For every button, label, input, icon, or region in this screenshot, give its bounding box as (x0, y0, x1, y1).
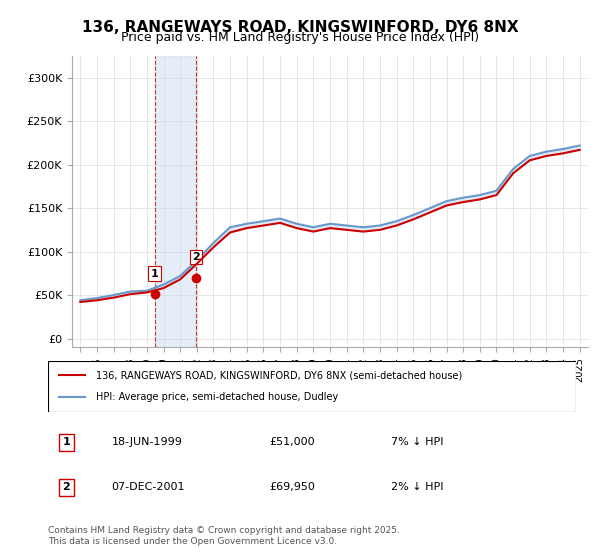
Text: 1: 1 (151, 269, 158, 278)
Text: 18-JUN-1999: 18-JUN-1999 (112, 437, 182, 447)
Text: 2: 2 (192, 252, 200, 262)
Bar (155, 56, 196, 347)
Text: Contains HM Land Registry data © Crown copyright and database right 2025.
This d: Contains HM Land Registry data © Crown c… (48, 526, 400, 546)
Text: Price paid vs. HM Land Registry's House Price Index (HPI): Price paid vs. HM Land Registry's House … (121, 31, 479, 44)
Text: HPI: Average price, semi-detached house, Dudley: HPI: Average price, semi-detached house,… (95, 393, 338, 403)
Text: 136, RANGEWAYS ROAD, KINGSWINFORD, DY6 8NX: 136, RANGEWAYS ROAD, KINGSWINFORD, DY6 8… (82, 20, 518, 35)
Text: 2: 2 (62, 482, 70, 492)
Text: £51,000: £51,000 (270, 437, 316, 447)
Text: 7% ↓ HPI: 7% ↓ HPI (391, 437, 444, 447)
Text: 2% ↓ HPI: 2% ↓ HPI (391, 482, 444, 492)
Text: £69,950: £69,950 (270, 482, 316, 492)
Text: 07-DEC-2001: 07-DEC-2001 (112, 482, 185, 492)
Text: 136, RANGEWAYS ROAD, KINGSWINFORD, DY6 8NX (semi-detached house): 136, RANGEWAYS ROAD, KINGSWINFORD, DY6 8… (95, 370, 462, 380)
Text: 1: 1 (62, 437, 70, 447)
FancyBboxPatch shape (48, 361, 576, 412)
